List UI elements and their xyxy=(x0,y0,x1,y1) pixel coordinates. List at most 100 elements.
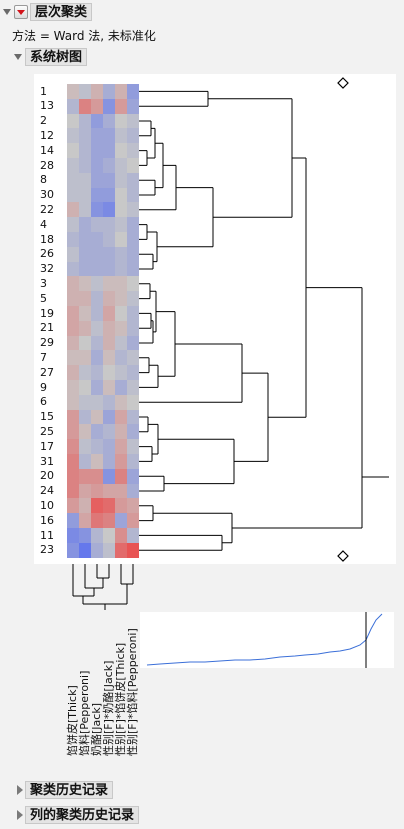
row-label: 15 xyxy=(40,410,54,424)
heatmap-cell xyxy=(79,261,91,277)
heatmap-cell xyxy=(91,409,103,425)
heatmap-cell xyxy=(91,98,103,115)
heatmap-cell xyxy=(115,306,127,322)
row-label: 28 xyxy=(40,158,54,172)
heatmap-cell xyxy=(103,143,115,159)
heatmap-cell xyxy=(91,306,103,322)
heatmap-cell xyxy=(103,498,115,514)
heatmap-cell xyxy=(115,246,127,263)
heatmap-cell xyxy=(79,306,91,322)
heatmap-cell xyxy=(115,261,127,277)
row-label: 13 xyxy=(40,99,54,113)
heatmap-cell xyxy=(67,232,79,248)
heatmap-cell xyxy=(115,128,127,144)
heatmap-cell xyxy=(103,232,115,248)
heatmap-cell xyxy=(115,439,127,455)
row-label: 8 xyxy=(40,173,47,187)
heatmap-cell xyxy=(79,498,91,514)
heatmap-cell xyxy=(67,84,79,100)
heatmap-cell xyxy=(91,158,103,174)
heatmap-cell xyxy=(91,246,103,263)
heatmap-cell xyxy=(127,350,139,366)
row-label: 11 xyxy=(40,528,54,542)
heatmap-cell xyxy=(115,187,127,203)
heatmap-cell xyxy=(127,498,139,514)
heatmap-cell xyxy=(103,350,115,366)
expand-triangle-icon[interactable] xyxy=(17,785,23,795)
heatmap-cell xyxy=(127,335,139,351)
heatmap-cell xyxy=(103,365,115,381)
row-label: 19 xyxy=(40,306,54,320)
dendrogram-header: 系统树图 xyxy=(25,48,88,66)
heatmap-cell xyxy=(115,291,127,307)
heatmap-cell xyxy=(67,246,79,263)
row-label: 18 xyxy=(40,232,54,246)
heatmap-cell xyxy=(115,350,127,366)
row-label: 12 xyxy=(40,128,54,142)
column-cluster-history-header[interactable]: 列的聚类历史记录 xyxy=(25,806,140,824)
heatmap-cell xyxy=(67,217,79,233)
heatmap-cell xyxy=(79,217,91,233)
diamond-marker-top[interactable] xyxy=(337,77,349,89)
heatmap-cell xyxy=(67,542,79,559)
row-label: 2 xyxy=(40,114,47,128)
heatmap-cell xyxy=(67,424,79,440)
heatmap-cell xyxy=(127,528,139,544)
row-label: 24 xyxy=(40,484,54,498)
heatmap-cell xyxy=(127,143,139,159)
row-label: 29 xyxy=(40,336,54,350)
heatmap-cell xyxy=(103,528,115,544)
heatmap-cell xyxy=(79,542,91,559)
heatmap-cell xyxy=(103,335,115,351)
heatmap-cell xyxy=(115,542,127,559)
heatmap-cell xyxy=(115,217,127,233)
heatmap-cell xyxy=(67,158,79,174)
heatmap-cell xyxy=(91,350,103,366)
diamond-marker-bottom[interactable] xyxy=(337,550,349,562)
heatmap-cell xyxy=(91,128,103,144)
heatmap-cell xyxy=(91,365,103,381)
heatmap-cell xyxy=(79,276,91,292)
row-label: 30 xyxy=(40,188,54,202)
report-title-box: 层次聚类 xyxy=(30,3,93,21)
heatmap-cell xyxy=(115,172,127,189)
heatmap-cell xyxy=(103,291,115,307)
heatmap-cell xyxy=(103,187,115,203)
heatmap-cell xyxy=(127,542,139,559)
row-label: 10 xyxy=(40,498,54,512)
dendrogram-title: 系统树图 xyxy=(25,48,88,66)
red-triangle-menu-button[interactable] xyxy=(14,5,28,19)
heatmap-cell xyxy=(103,409,115,425)
heatmap-cell xyxy=(127,320,139,337)
heatmap-cell xyxy=(103,113,115,129)
collapse-triangle-icon[interactable] xyxy=(14,54,22,60)
heatmap-cell xyxy=(103,217,115,233)
heatmap-cell xyxy=(127,454,139,470)
heatmap-cell xyxy=(115,276,127,292)
heatmap-cell xyxy=(127,468,139,485)
heatmap-cell xyxy=(115,158,127,174)
heatmap-cell xyxy=(115,468,127,485)
column-dendrogram xyxy=(72,564,134,610)
heatmap-cell xyxy=(103,542,115,559)
heatmap-cell xyxy=(79,335,91,351)
heatmap-cell xyxy=(103,84,115,100)
heatmap-cell xyxy=(115,202,127,218)
heatmap-cell xyxy=(67,468,79,485)
heatmap-cell xyxy=(91,483,103,499)
heatmap-cell xyxy=(67,143,79,159)
collapse-triangle-icon[interactable] xyxy=(3,9,11,15)
heatmap-cell xyxy=(115,394,127,411)
heatmap-cell xyxy=(79,202,91,218)
heatmap-cell xyxy=(103,306,115,322)
row-label: 5 xyxy=(40,291,47,305)
row-label: 27 xyxy=(40,365,54,379)
heatmap-cell xyxy=(103,380,115,396)
heatmap-cell xyxy=(115,424,127,440)
heatmap-cell xyxy=(127,380,139,396)
expand-triangle-icon[interactable] xyxy=(17,810,23,820)
heatmap-cell xyxy=(103,98,115,115)
cluster-history-header[interactable]: 聚类历史记录 xyxy=(25,781,114,799)
heatmap-cell xyxy=(127,113,139,129)
